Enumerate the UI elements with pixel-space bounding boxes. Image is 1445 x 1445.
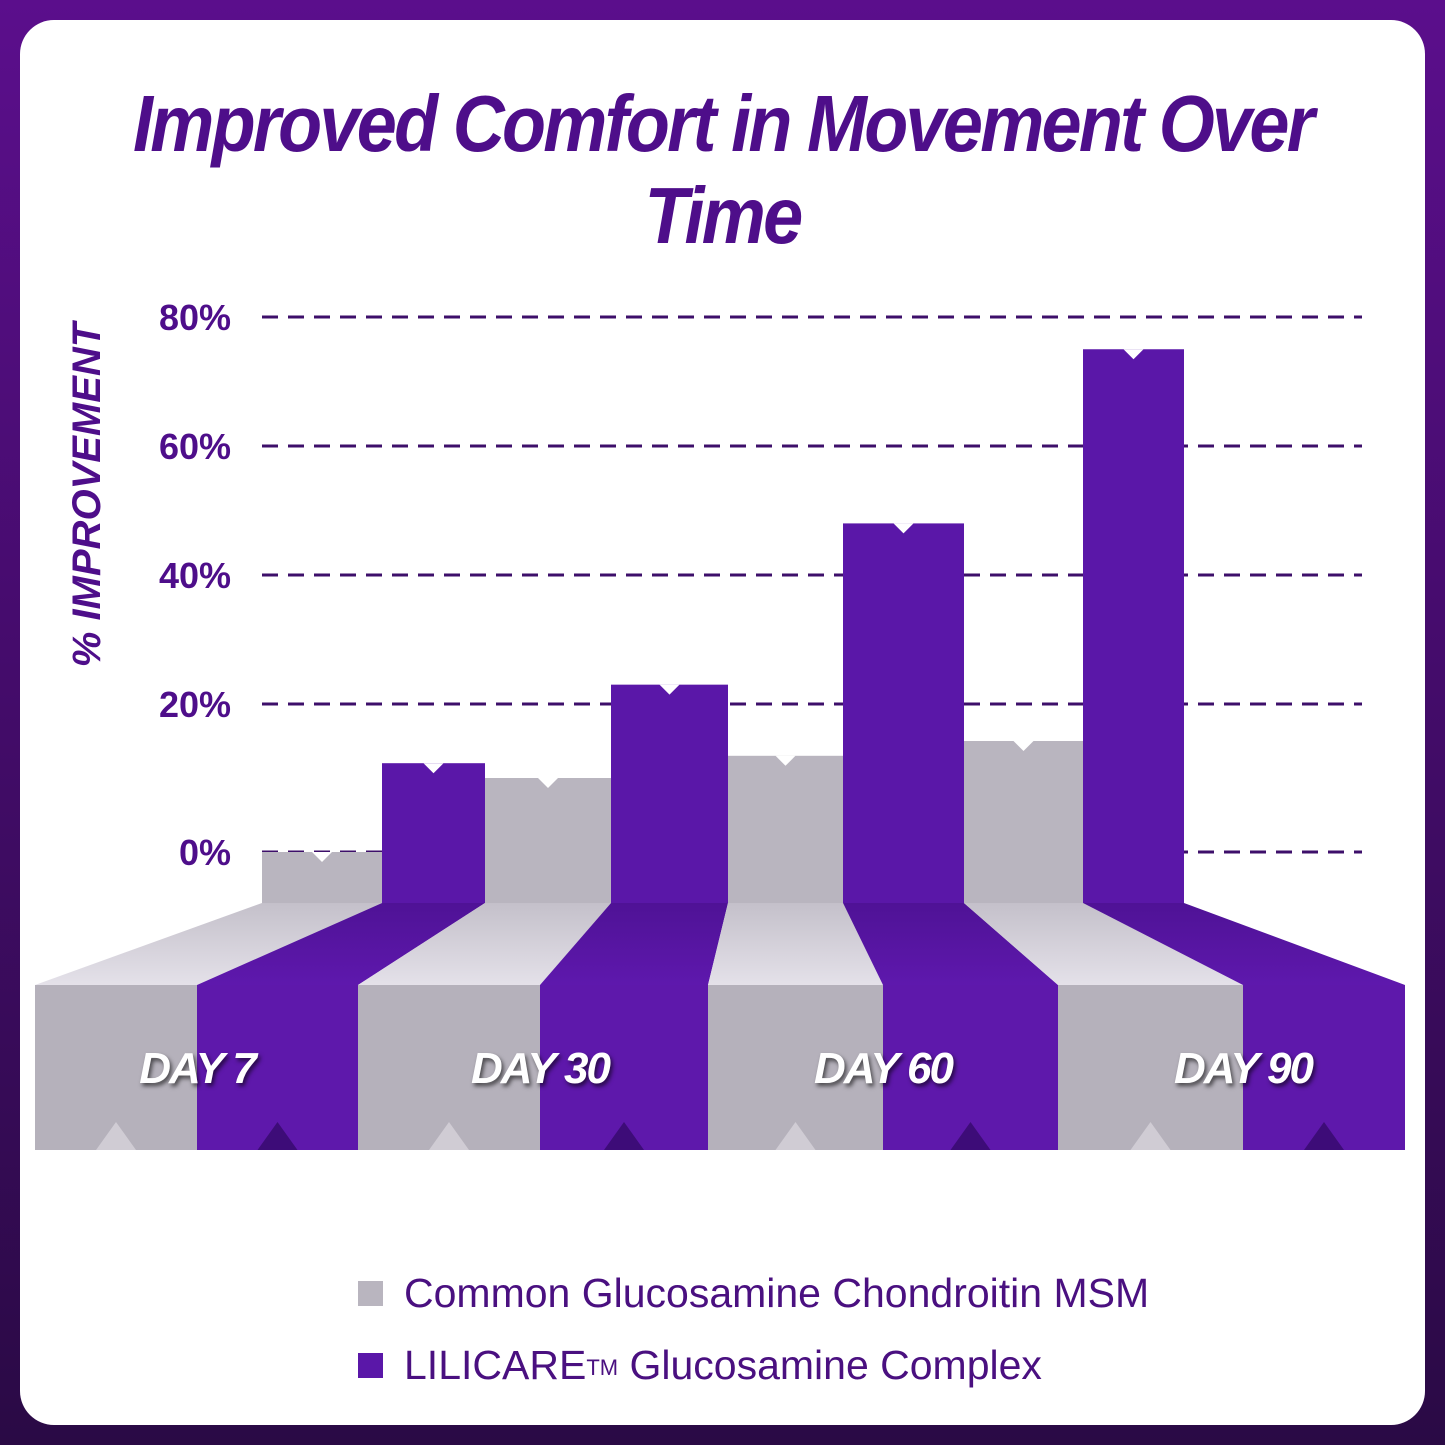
floor-strip: [708, 903, 883, 985]
notch-triangle: [775, 1122, 816, 1150]
y-tick-label: 60%: [159, 426, 231, 467]
y-tick-label: 80%: [159, 297, 231, 338]
y-tick-label: 40%: [159, 555, 231, 596]
legend-label-common: Common Glucosamine Chondroitin MSM: [404, 1270, 1150, 1316]
bar-lilicare: [843, 523, 964, 903]
bar-notch: [659, 684, 680, 695]
notch-triangle: [1130, 1122, 1171, 1150]
bar-lilicare: [611, 684, 728, 903]
x-category-label: DAY 30: [471, 1044, 612, 1093]
notch-triangle: [257, 1122, 298, 1150]
floor-strip: [358, 903, 611, 985]
floor-strip: [197, 903, 485, 985]
floor-strip: [35, 903, 382, 985]
y-axis-label: % IMPROVEMENT: [65, 319, 109, 667]
legend-item-lilicare: LILICARE TM Glucosamine Complex: [358, 1342, 1042, 1389]
y-tick-label: 20%: [159, 684, 231, 725]
notch-triangle: [429, 1122, 469, 1150]
x-category-label: DAY 60: [814, 1044, 955, 1093]
bar-lilicare: [1083, 349, 1184, 903]
bar-lilicare: [382, 763, 485, 903]
bar-notch: [1013, 741, 1034, 751]
floor-strip: [964, 903, 1243, 985]
bar-notch: [1123, 349, 1144, 360]
x-category-label: DAY 7: [139, 1044, 259, 1093]
legend-label-lilicare-rest: Glucosamine Complex: [618, 1342, 1042, 1388]
bar-notch: [538, 778, 558, 788]
notch-triangle: [950, 1122, 991, 1150]
notch-triangle: [1304, 1122, 1344, 1150]
y-tick-label: 0%: [179, 832, 231, 873]
notch-triangle: [96, 1122, 136, 1150]
floor-strip: [843, 903, 1058, 985]
floor-strip: [540, 903, 728, 985]
legend-label-lilicare-brand: LILICARE: [404, 1342, 587, 1388]
legend-tm: TM: [586, 1354, 619, 1380]
bar-common: [964, 741, 1083, 903]
chart-title: Improved Comfort in Movement Over Time: [132, 79, 1315, 260]
bar-common: [485, 778, 611, 903]
bar-notch: [312, 852, 332, 862]
legend-swatch-grey: [358, 1281, 383, 1306]
notch-triangle: [604, 1122, 644, 1150]
legend-swatch-purple: [358, 1353, 383, 1378]
bar-common: [728, 755, 843, 903]
bar-notch: [775, 755, 796, 766]
x-category-label: DAY 90: [1174, 1044, 1315, 1093]
bar-notch: [893, 523, 914, 534]
floor-strip: [1083, 903, 1405, 985]
bar-notch: [423, 763, 444, 774]
legend-item-common: Common Glucosamine Chondroitin MSM: [358, 1270, 1149, 1317]
